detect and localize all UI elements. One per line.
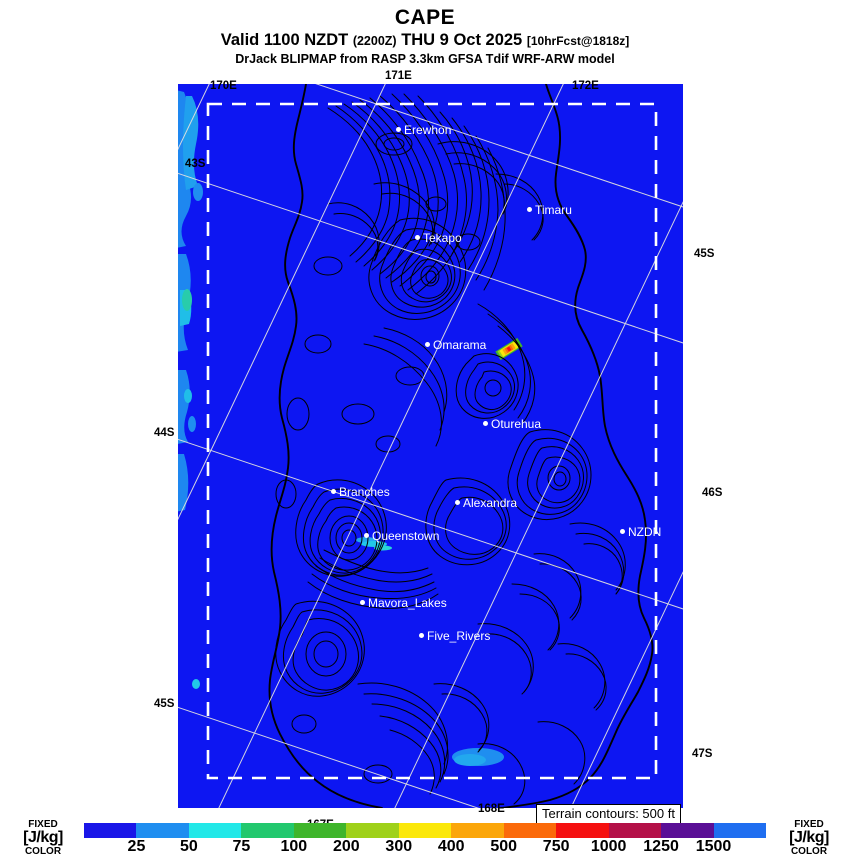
colorbar-color-right: COLOR [790,845,828,857]
valid-time: Valid 1100 NZDT [220,31,349,49]
lat-label: 45S [154,698,175,710]
lat-label: 44S [154,427,175,439]
colorbar-swatch[interactable] [293,823,347,838]
lat-label: 45S [694,248,715,260]
colorbar-tick-label: 50 [180,838,198,855]
colorbar[interactable]: FIXED [J/kg] COLOR 25 50 75 100 200 300 400 500… [0,819,850,860]
lat-label: 43S [185,158,206,170]
colorbar-tick-label: 300 [385,838,413,855]
cape-field-scatter [188,183,504,766]
colorbar-tick-label: 200 [332,838,360,855]
lat-label: 47S [692,748,713,760]
colorbar-tick-label: 1000 [590,838,627,855]
colorbar-tick-label: 1500 [695,838,732,855]
valid-time-zulu: (2200Z) [352,34,397,48]
colorbar-swatch[interactable] [136,823,189,838]
terrain-contours [268,84,654,808]
lat-label: 46S [702,487,723,499]
lon-label: 168E [478,803,505,815]
lon-label: 170E [210,80,237,92]
colorbar-tick-label: 25 [127,838,146,855]
valid-date: THU 9 Oct 2025 [401,31,523,49]
cape-field-lowbands [178,90,199,512]
colorbar-swatch[interactable] [661,823,714,838]
colorbar-unit-left: [J/kg] [23,829,63,847]
colorbar-fixed-right: FIXED [794,819,824,830]
cape-field-base [178,84,683,808]
colorbar-swatch[interactable] [398,823,452,838]
colorbar-tick-label: 400 [437,838,465,855]
colorbar-swatch[interactable] [608,823,662,838]
cape-map[interactable]: Erewhon Timaru Tekapo Omarama Oturehua Branch… [178,84,683,808]
header: CAPE Valid 1100 NZDT (2200Z) THU 9 Oct 2… [0,0,850,66]
forecast-tag: [10hrFcst@1818z] [526,34,630,48]
model-line: DrJack BLIPMAP from RASP 3.3km GFSA Tdif… [235,52,615,66]
colorbar-tick-label: 750 [542,838,570,855]
terrain-contours-note: Terrain contours: 500 ft [536,804,681,824]
page-title: CAPE [394,6,456,29]
colorbar-unit-right: [J/kg] [789,829,829,847]
colorbar-units-left: FIXED [J/kg] COLOR [14,819,72,857]
colorbar-tick-label: 100 [280,838,308,855]
lon-label: 171E [385,70,412,82]
colorbar-swatch[interactable] [346,823,399,838]
map-canvas [178,84,683,808]
colorbar-swatch[interactable] [84,823,137,838]
colorbar-swatch[interactable] [503,823,557,838]
colorbar-color-left: COLOR [24,845,62,857]
lon-label: 172E [572,80,599,92]
graticule [178,84,683,808]
valid-time-line: Valid 1100 NZDT (2200Z) THU 9 Oct 2025 [… [0,31,850,50]
colorbar-tick-label: 75 [232,838,251,855]
colorbar-tick-label: 500 [490,838,518,855]
colorbar-swatch[interactable] [241,823,294,838]
colorbar-swatches[interactable] [84,823,767,838]
colorbar-units-right: FIXED [J/kg] COLOR [780,819,838,857]
colorbar-swatch[interactable] [451,823,504,838]
colorbar-swatch[interactable] [556,823,609,838]
colorbar-fixed-left: FIXED [28,819,58,830]
colorbar-swatch[interactable] [713,823,767,838]
domain-box [206,102,658,780]
colorbar-swatch[interactable] [188,823,242,838]
colorbar-tick-label: 1250 [643,838,679,855]
